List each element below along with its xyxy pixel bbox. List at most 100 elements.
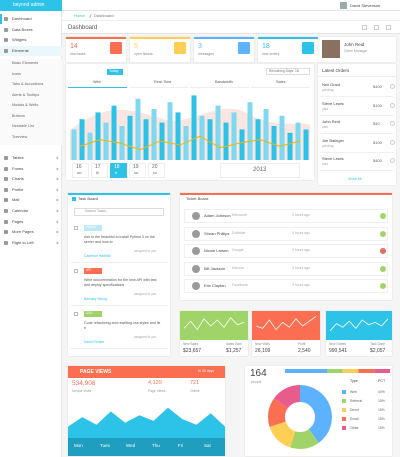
submenu-label[interactable]: Basic Elements bbox=[12, 61, 39, 65]
note-box bbox=[266, 68, 310, 75]
task-meta: assigned to you bbox=[134, 292, 157, 296]
tab-label[interactable]: Real-Time bbox=[154, 80, 172, 84]
header-icon[interactable] bbox=[374, 25, 379, 30]
breadcrumb-bar bbox=[62, 11, 400, 21]
orders-panel bbox=[318, 64, 396, 185]
task-search[interactable] bbox=[74, 208, 164, 216]
bar bbox=[167, 102, 173, 160]
submenu-label[interactable]: Nestable List bbox=[12, 124, 34, 128]
submenu-label[interactable]: Treeview bbox=[12, 134, 28, 139]
chart-tab[interactable] bbox=[190, 79, 249, 88]
ticket-company: Mizona bbox=[232, 265, 244, 270]
menu-label[interactable]: Elements bbox=[12, 47, 29, 53]
tab-label[interactable]: Web bbox=[93, 80, 101, 84]
bar bbox=[143, 119, 149, 160]
type-swatch bbox=[342, 417, 346, 421]
chart-tab[interactable] bbox=[251, 79, 310, 88]
task-tag-label: CSS bbox=[86, 311, 93, 315]
ticket-row[interactable] bbox=[184, 209, 388, 223]
menu-item[interactable] bbox=[0, 35, 62, 45]
task-checkbox[interactable] bbox=[74, 269, 78, 273]
order-chevron[interactable] bbox=[390, 158, 395, 163]
submenu-label[interactable]: Alerts & Tooltips bbox=[12, 92, 40, 97]
order-name: Steve Lewis bbox=[322, 100, 344, 106]
mini-label: Profit bbox=[298, 342, 306, 346]
user-name[interactable]: David Stevenson bbox=[350, 2, 381, 8]
menu-item[interactable] bbox=[0, 14, 62, 24]
task-checkbox[interactable] bbox=[74, 312, 78, 316]
day-name: fr bbox=[115, 171, 118, 175]
order-chevron[interactable] bbox=[390, 102, 395, 108]
menu-icon bbox=[4, 219, 8, 224]
ticket-avatar bbox=[192, 264, 200, 273]
ticket-row[interactable] bbox=[184, 279, 388, 293]
day-cell[interactable] bbox=[91, 163, 108, 178]
menu-label[interactable]: Tables bbox=[12, 155, 24, 160]
type-swatch bbox=[342, 426, 346, 430]
menu-label[interactable]: Pages bbox=[12, 218, 24, 224]
menu-label[interactable]: More Pages bbox=[12, 229, 34, 235]
chart-tab[interactable] bbox=[129, 79, 188, 88]
menu-label[interactable]: Charts bbox=[12, 176, 24, 182]
tab-label[interactable]: Sales bbox=[276, 80, 286, 84]
submenu-label[interactable]: Tabs & Accordions bbox=[12, 82, 44, 86]
order-rule bbox=[320, 133, 394, 134]
ticket-row[interactable] bbox=[184, 226, 388, 241]
menu-label[interactable]: Data Boxes bbox=[12, 26, 33, 32]
order-chevron[interactable] bbox=[390, 84, 395, 89]
task-title: Task Board bbox=[78, 196, 99, 201]
pageviews-badge: In 30 days bbox=[198, 369, 215, 373]
profile-role: Sales Manager bbox=[344, 49, 368, 53]
brand: beyond admin bbox=[13, 2, 45, 8]
ticket-status bbox=[380, 230, 386, 237]
ticket-panel bbox=[180, 193, 392, 300]
menu-label[interactable]: Profile bbox=[12, 186, 24, 192]
type-swatch bbox=[342, 390, 346, 394]
header-icon[interactable] bbox=[386, 25, 391, 30]
ticket-name: Nicole Larsen bbox=[204, 248, 229, 253]
tab-label[interactable]: Bandwidth bbox=[215, 80, 233, 84]
menu-label[interactable]: Right to Left bbox=[12, 239, 34, 245]
task-checkbox[interactable] bbox=[74, 226, 78, 230]
orders-footer[interactable]: Show All bbox=[348, 177, 362, 181]
year-box bbox=[220, 163, 300, 178]
pageviews-header bbox=[68, 366, 225, 378]
day-name: sa bbox=[134, 171, 138, 175]
ticket-row[interactable] bbox=[184, 261, 388, 276]
menu-label[interactable]: Widgets bbox=[12, 37, 27, 42]
donut-slice bbox=[268, 398, 288, 427]
day-cell[interactable] bbox=[148, 163, 165, 178]
order-name: Jim Balinger bbox=[322, 137, 345, 143]
order-chevron[interactable] bbox=[390, 139, 395, 145]
ticket-row[interactable] bbox=[184, 244, 388, 258]
ticket-avatar bbox=[192, 247, 200, 255]
menu-label[interactable]: Dashboard bbox=[12, 16, 32, 21]
order-amount: $100 bbox=[373, 139, 382, 145]
today-label: Today bbox=[109, 69, 119, 73]
mini-chart bbox=[329, 318, 389, 332]
ticket-company: Google bbox=[232, 248, 244, 252]
task-tag bbox=[84, 311, 102, 317]
order-chevron[interactable] bbox=[390, 121, 395, 126]
day-cell[interactable] bbox=[129, 163, 146, 178]
day-cell[interactable] bbox=[72, 163, 89, 178]
bar bbox=[103, 122, 109, 160]
mini-label: New Visits bbox=[255, 342, 270, 346]
submenu-label[interactable]: Icons bbox=[12, 71, 22, 76]
menu-label[interactable]: Mail bbox=[12, 197, 20, 203]
day-label: Mon bbox=[74, 443, 83, 448]
bar bbox=[79, 119, 85, 160]
menu-item[interactable] bbox=[0, 45, 62, 56]
bar bbox=[191, 95, 197, 160]
mini-chart-bg bbox=[252, 311, 320, 340]
chart-tab[interactable] bbox=[68, 79, 127, 88]
menu-label[interactable]: Calendar bbox=[12, 208, 29, 213]
header-icon[interactable] bbox=[362, 25, 367, 30]
menu-label[interactable]: Forms bbox=[12, 165, 24, 171]
breadcrumb[interactable]: Home bbox=[74, 13, 85, 18]
submenu-label[interactable]: Buttons bbox=[12, 113, 25, 118]
task-rule bbox=[70, 348, 168, 349]
day-cell[interactable] bbox=[110, 163, 127, 178]
day-num: 19 bbox=[133, 164, 139, 170]
submenu-label[interactable]: Modals & Wells bbox=[12, 103, 39, 107]
